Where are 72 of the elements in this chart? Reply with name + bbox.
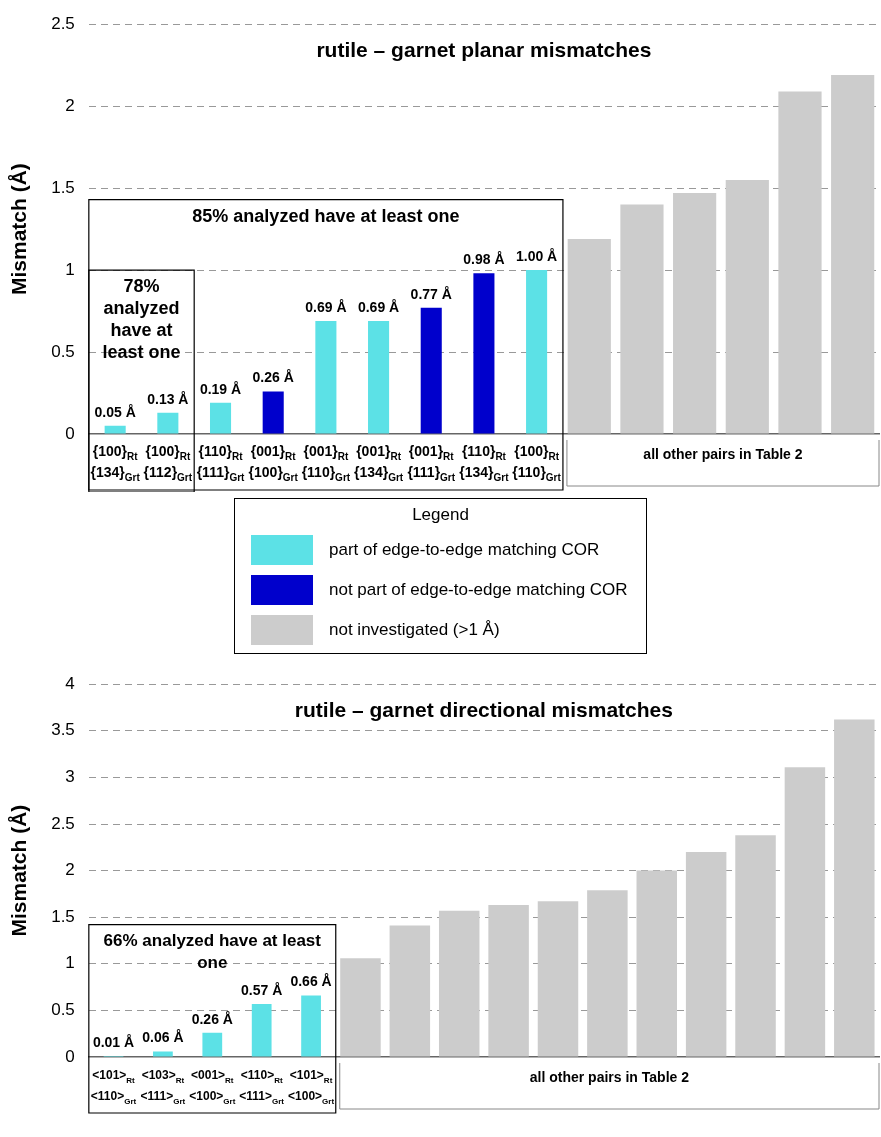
data-label: 0.98 Å xyxy=(463,251,505,268)
y-tick-label: 0 xyxy=(65,423,75,443)
y-axis-title: Mismatch (Å) xyxy=(7,804,31,937)
y-tick-label: 1.5 xyxy=(51,906,75,926)
bar xyxy=(438,910,480,1057)
bar xyxy=(262,391,284,434)
y-tick-label: 4 xyxy=(65,673,75,693)
bar xyxy=(620,204,664,434)
legend-label: not investigated (>1 Å) xyxy=(329,620,500,640)
bar xyxy=(725,179,769,434)
bar xyxy=(104,425,126,434)
bar xyxy=(368,320,390,434)
data-label: 1.00 Å xyxy=(515,247,558,264)
bar xyxy=(389,925,431,1057)
bar xyxy=(488,905,529,1057)
data-label: 0.26 Å xyxy=(191,1010,233,1027)
y-tick-label: 0.5 xyxy=(51,341,75,361)
bar xyxy=(251,1003,272,1057)
legend-label: part of edge-to-edge matching COR xyxy=(329,540,600,560)
y-tick-label: 0.5 xyxy=(51,1000,75,1020)
data-label: 0.77 Å xyxy=(410,285,452,302)
text: all other pairs in Table 2 xyxy=(529,1068,690,1085)
bar xyxy=(315,320,337,434)
data-label: 0.19 Å xyxy=(199,380,242,397)
bar xyxy=(537,901,579,1057)
bar xyxy=(831,75,875,434)
text: all other pairs in Table 2 xyxy=(643,445,803,462)
y-tick-label: 2 xyxy=(65,860,75,880)
bar xyxy=(834,719,875,1057)
bar xyxy=(209,402,232,434)
y-tick-label: 2 xyxy=(65,95,75,115)
y-axis-title: Mismatch (Å) xyxy=(7,163,31,296)
y-tick-label: 1 xyxy=(65,953,75,973)
text: rutile – garnet directional mismatches xyxy=(294,698,673,721)
bar xyxy=(735,835,776,1057)
bar xyxy=(567,238,611,434)
data-label: 0.69 Å xyxy=(305,298,347,315)
data-label: 0.01 Å xyxy=(92,1033,135,1050)
bar xyxy=(636,870,678,1057)
bar xyxy=(157,412,179,434)
data-label: 0.06 Å xyxy=(142,1029,184,1046)
y-tick-label: 1.5 xyxy=(51,177,75,197)
y-tick-label: 3.5 xyxy=(51,720,75,740)
data-label: 0.13 Å xyxy=(147,390,189,407)
bar xyxy=(420,307,442,434)
bar xyxy=(301,995,321,1057)
bar xyxy=(473,273,495,434)
bar xyxy=(673,193,717,434)
bar xyxy=(340,958,381,1057)
text: rutile – garnet planar mismatches xyxy=(316,38,652,61)
data-label: 0.26 Å xyxy=(252,369,294,386)
bar xyxy=(153,1051,173,1057)
y-tick-label: 1 xyxy=(65,259,75,279)
annotation: 85% analyzed have at least one xyxy=(192,205,460,226)
y-tick-label: 2.5 xyxy=(51,13,75,33)
y-tick-label: 3 xyxy=(65,767,75,787)
y-tick-label: 2.5 xyxy=(51,813,75,833)
legend-label: not part of edge-to-edge matching COR xyxy=(329,580,628,600)
bar xyxy=(685,851,727,1057)
legend-title: Legend xyxy=(411,505,470,525)
bar xyxy=(778,91,822,434)
annotation: 66% analyzed have at least one xyxy=(103,930,322,972)
bar xyxy=(784,767,826,1057)
data-label: 0.66 Å xyxy=(290,973,332,990)
bar xyxy=(587,890,628,1057)
data-label: 0.57 Å xyxy=(241,981,283,998)
annotation: 78% analyzed have at least one xyxy=(102,276,181,363)
y-tick-label: 0 xyxy=(65,1046,75,1066)
data-label: 0.05 Å xyxy=(94,403,136,420)
bar xyxy=(202,1032,223,1057)
bar xyxy=(526,270,548,434)
data-label: 0.69 Å xyxy=(357,298,400,315)
